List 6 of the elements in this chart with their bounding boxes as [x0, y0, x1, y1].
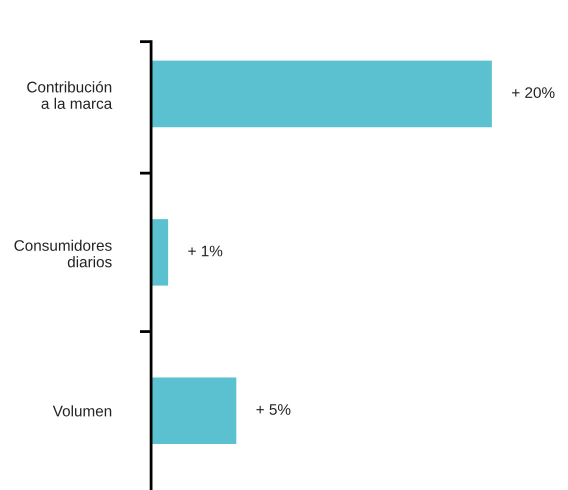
- y-tick-label: Consumidores diarios: [14, 240, 112, 268]
- data-label: + 5%: [256, 404, 290, 415]
- data-label: + 1%: [188, 246, 222, 256]
- data-label: + 20%: [512, 87, 555, 98]
- y-tick-label: Contribución a la marca: [27, 81, 112, 109]
- y-tick-label: Volumen: [52, 405, 112, 416]
